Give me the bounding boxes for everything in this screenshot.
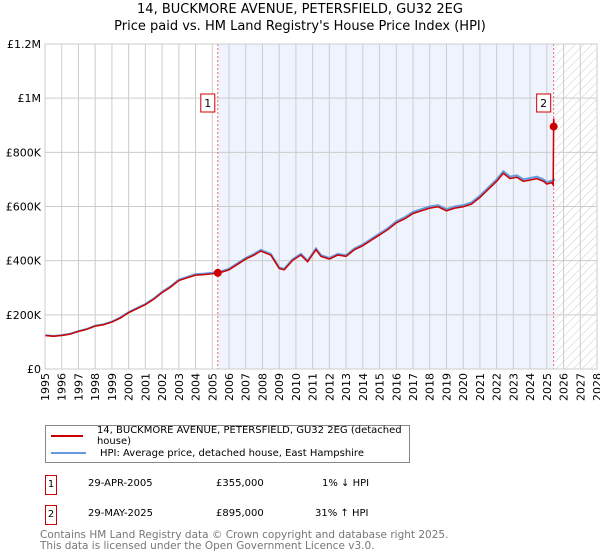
x-tick-label: 2021 xyxy=(474,373,487,401)
sale-label-box xyxy=(536,93,552,113)
footer-line-1: Contains HM Land Registry data © Crown c… xyxy=(40,529,449,541)
y-tick-label: £200K xyxy=(6,309,42,322)
x-tick-label: 2026 xyxy=(558,373,571,401)
y-tick-label: £0 xyxy=(27,363,41,376)
x-tick-label: 2018 xyxy=(424,373,437,401)
x-tick-label: 2012 xyxy=(323,373,336,401)
x-tick-label: 2006 xyxy=(223,373,236,401)
x-tick-label: 1998 xyxy=(89,373,102,401)
sale-price: £355,000 xyxy=(216,478,264,489)
x-tick-label: 2019 xyxy=(440,373,453,401)
price-line xyxy=(44,118,556,338)
x-tick-label: 2025 xyxy=(541,373,554,401)
x-tick-label: 1995 xyxy=(39,373,52,401)
y-tick-label: £1M xyxy=(18,92,42,105)
x-tick-label: 2014 xyxy=(357,373,370,401)
sale-date: 29-APR-2005 xyxy=(88,478,153,489)
legend-hpi-swatch xyxy=(51,452,86,454)
footer: Contains HM Land Registry data © Crown c… xyxy=(40,530,448,552)
price-chart: 1995 1996 1997 1998 1999 2000 2001 2002 2003 2004… xyxy=(6,38,600,401)
x-tick-label: 2007 xyxy=(240,373,253,401)
sale-point xyxy=(213,268,222,277)
x-tick-label: 2011 xyxy=(307,373,320,401)
legend: 14, BUCKMORE AVENUE, PETERSFIELD, GU32 2… xyxy=(45,425,410,463)
sale-hpi-diff: 31% ↑ HPI xyxy=(315,508,369,519)
y-tick-label: £600K xyxy=(6,201,42,214)
legend-price-label: 14, BUCKMORE AVENUE, PETERSFIELD, GU32 2… xyxy=(96,425,402,447)
x-tick-label: 2003 xyxy=(173,373,186,401)
chart-title: 14, BUCKMORE AVENUE, PETERSFIELD, GU32 2… xyxy=(137,2,463,17)
x-tick-label: 1996 xyxy=(56,373,69,401)
x-tick-label: 2005 xyxy=(206,373,219,401)
x-tick-label: 2008 xyxy=(256,373,269,401)
x-tick-label: 2017 xyxy=(407,373,420,401)
sale-row-2: 2 29-MAY-2025 £895,000 31% ↑ HPI xyxy=(45,505,405,525)
x-tick-label: 1999 xyxy=(106,373,119,401)
sale-label: 1 xyxy=(204,97,211,110)
x-tick-label: 2013 xyxy=(340,373,353,401)
sale-label: 2 xyxy=(540,97,547,110)
x-tick-label: 2024 xyxy=(524,373,537,401)
y-tick-label: £1.2M xyxy=(7,38,41,51)
x-tick-label: 2023 xyxy=(507,373,520,401)
x-tick-label: 2009 xyxy=(273,373,286,401)
sale-label-box xyxy=(200,93,216,113)
y-tick-label: £800K xyxy=(6,146,42,159)
x-tick-label: 2016 xyxy=(390,373,403,401)
sale-hpi-diff: 1% ↓ HPI xyxy=(322,478,370,489)
footer-line-2: This data is licensed under the Open Gov… xyxy=(40,540,375,552)
x-tick-label: 2000 xyxy=(123,373,136,401)
x-tick-label: 2028 xyxy=(591,373,600,401)
x-tick-label: 1997 xyxy=(72,373,85,401)
sale-row-1: 1 29-APR-2005 £355,000 1% ↓ HPI xyxy=(45,475,405,495)
x-tick-label: 2027 xyxy=(574,373,587,401)
chart-subtitle: Price paid vs. HM Land Registry's House … xyxy=(114,19,486,34)
x-tick-label: 2015 xyxy=(374,373,387,401)
x-tick-label: 2004 xyxy=(190,373,203,401)
x-tick-label: 2002 xyxy=(156,373,169,401)
sale-point xyxy=(549,122,558,131)
legend-hpi-label: HPI: Average price, detached house, East… xyxy=(100,447,364,459)
sale-price: £895,000 xyxy=(216,508,264,519)
plot-frame xyxy=(44,43,598,370)
x-tick-label: 2020 xyxy=(457,373,470,401)
sale-badge: 2 xyxy=(45,505,57,525)
sale-badge: 1 xyxy=(45,475,57,495)
x-tick-label: 2010 xyxy=(290,373,303,401)
x-tick-label: 2001 xyxy=(139,373,152,401)
y-tick-label: £400K xyxy=(6,255,42,268)
legend-price-swatch xyxy=(51,435,83,437)
x-tick-label: 2022 xyxy=(491,373,504,401)
sale-date: 29-MAY-2025 xyxy=(88,508,154,519)
